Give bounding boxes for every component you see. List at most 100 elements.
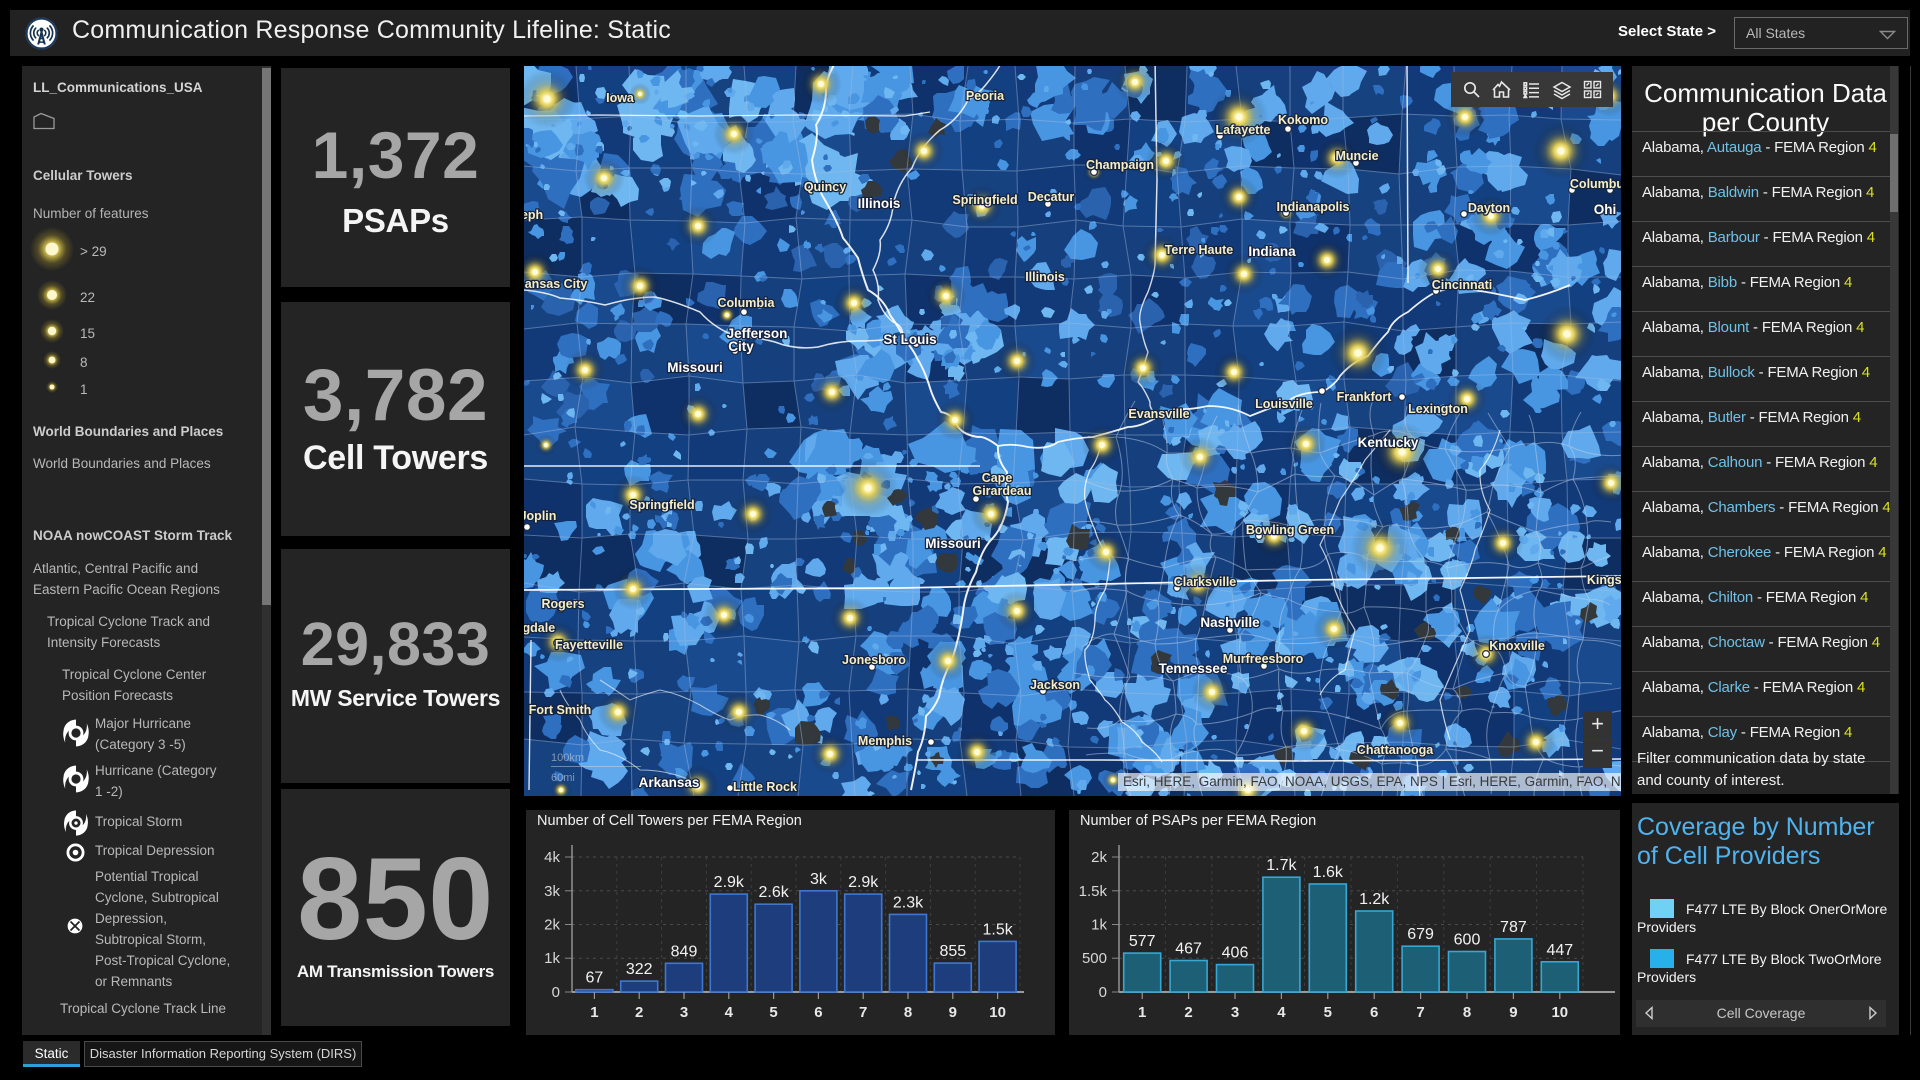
svg-text:Muncie: Muncie [1335, 149, 1378, 163]
svg-text:Kentucky: Kentucky [1358, 435, 1419, 450]
svg-text:Jackson: Jackson [1030, 678, 1080, 692]
svg-text:3: 3 [1231, 1004, 1239, 1021]
svg-text:2: 2 [635, 1004, 643, 1021]
svg-text:679: 679 [1407, 926, 1434, 943]
svg-text:Champaign: Champaign [1086, 158, 1154, 172]
svg-text:67: 67 [586, 970, 604, 987]
svg-text:Fort Smith: Fort Smith [529, 703, 592, 717]
svg-text:2.3k: 2.3k [893, 894, 924, 911]
svg-text:Joplin: Joplin [524, 509, 556, 523]
svg-text:3k: 3k [544, 883, 560, 900]
svg-text:Memphis: Memphis [858, 734, 912, 748]
svg-text:Decatur: Decatur [1028, 190, 1075, 204]
svg-text:3: 3 [680, 1004, 688, 1021]
svg-text:Dayton: Dayton [1468, 201, 1510, 215]
svg-text:0: 0 [552, 984, 560, 1001]
svg-text:2k: 2k [1091, 849, 1107, 866]
svg-text:8: 8 [904, 1004, 912, 1021]
svg-text:9: 9 [949, 1004, 957, 1021]
svg-text:Missouri: Missouri [925, 536, 981, 551]
svg-text:2k: 2k [544, 917, 560, 934]
svg-text:Tennessee: Tennessee [1159, 661, 1228, 676]
svg-text:Bowling Green: Bowling Green [1246, 523, 1334, 537]
svg-text:4: 4 [1277, 1004, 1286, 1021]
svg-text:Clarksville: Clarksville [1174, 575, 1237, 589]
svg-text:Quincy: Quincy [804, 180, 846, 194]
svg-text:Knoxville: Knoxville [1489, 639, 1545, 653]
svg-text:600: 600 [1454, 932, 1481, 949]
svg-text:Columbu: Columbu [1570, 177, 1621, 191]
svg-text:4k: 4k [544, 849, 560, 866]
svg-text:10: 10 [1551, 1004, 1568, 1021]
svg-text:447: 447 [1546, 942, 1573, 959]
svg-text:Girardeau: Girardeau [972, 484, 1031, 498]
svg-text:5: 5 [1324, 1004, 1332, 1021]
svg-text:Lexington: Lexington [1408, 402, 1468, 416]
svg-text:2.9k: 2.9k [848, 874, 879, 891]
svg-text:Ohi: Ohi [1594, 202, 1617, 217]
svg-text:2: 2 [1184, 1004, 1192, 1021]
svg-text:Jefferson: Jefferson [727, 326, 788, 341]
svg-text:3k: 3k [810, 871, 828, 888]
svg-text:1k: 1k [544, 950, 560, 967]
svg-text:Illinois: Illinois [1025, 270, 1065, 284]
svg-text:City: City [728, 339, 754, 354]
svg-text:Missouri: Missouri [667, 360, 723, 375]
svg-text:Columbia: Columbia [718, 296, 776, 310]
svg-text:Frankfort: Frankfort [1337, 390, 1393, 404]
svg-text:ngdale: ngdale [524, 621, 555, 635]
svg-text:8: 8 [1463, 1004, 1471, 1021]
svg-text:4: 4 [725, 1004, 734, 1021]
svg-text:1.5k: 1.5k [982, 921, 1013, 938]
svg-text:0: 0 [1099, 984, 1107, 1001]
svg-text:eph: eph [524, 208, 543, 222]
svg-text:Illinois: Illinois [858, 196, 901, 211]
svg-text:Jonesboro: Jonesboro [842, 653, 906, 667]
svg-text:Lafayette: Lafayette [1216, 123, 1271, 137]
svg-text:Cincinnati: Cincinnati [1432, 278, 1492, 292]
svg-text:1: 1 [590, 1004, 598, 1021]
svg-text:Springfield: Springfield [952, 193, 1017, 207]
svg-text:787: 787 [1500, 919, 1527, 936]
svg-text:Fayetteville: Fayetteville [555, 638, 623, 652]
svg-text:2.9k: 2.9k [714, 874, 745, 891]
svg-text:5: 5 [769, 1004, 777, 1021]
svg-text:St Louis: St Louis [883, 332, 936, 347]
svg-text:7: 7 [1416, 1004, 1424, 1021]
svg-text:Peoria: Peoria [966, 89, 1005, 103]
svg-text:Springfield: Springfield [629, 498, 694, 512]
svg-text:855: 855 [939, 943, 966, 960]
svg-text:1: 1 [1138, 1004, 1146, 1021]
svg-text:467: 467 [1175, 941, 1202, 958]
svg-text:6: 6 [1370, 1004, 1378, 1021]
svg-text:6: 6 [814, 1004, 822, 1021]
svg-text:1.6k: 1.6k [1313, 864, 1344, 881]
svg-text:Indiana: Indiana [1248, 244, 1296, 259]
svg-text:Iowa: Iowa [606, 91, 635, 105]
svg-text:1k: 1k [1091, 917, 1107, 934]
svg-text:Cape: Cape [982, 471, 1013, 485]
svg-text:1.5k: 1.5k [1079, 883, 1108, 900]
svg-text:Evansville: Evansville [1128, 407, 1189, 421]
svg-text:Kokomo: Kokomo [1278, 113, 1328, 127]
svg-text:10: 10 [989, 1004, 1006, 1021]
svg-text:Terre Haute: Terre Haute [1165, 243, 1234, 257]
svg-text:500: 500 [1082, 950, 1107, 967]
svg-text:577: 577 [1129, 933, 1156, 950]
svg-text:406: 406 [1222, 945, 1249, 962]
svg-text:1.7k: 1.7k [1266, 857, 1297, 874]
svg-text:Kingsp: Kingsp [1587, 573, 1621, 587]
svg-text:Indianapolis: Indianapolis [1277, 200, 1350, 214]
svg-text:849: 849 [671, 943, 698, 960]
svg-text:Rogers: Rogers [541, 597, 584, 611]
svg-text:Louisville: Louisville [1255, 397, 1313, 411]
svg-text:Little Rock: Little Rock [733, 780, 797, 794]
svg-text:1.2k: 1.2k [1359, 891, 1390, 908]
svg-text:Nashville: Nashville [1200, 615, 1260, 630]
svg-text:322: 322 [626, 961, 653, 978]
svg-text:9: 9 [1509, 1004, 1517, 1021]
svg-text:Arkansas: Arkansas [639, 775, 700, 790]
svg-text:7: 7 [859, 1004, 867, 1021]
svg-text:ansas City: ansas City [525, 277, 588, 291]
svg-text:Murfreesboro: Murfreesboro [1223, 652, 1304, 666]
